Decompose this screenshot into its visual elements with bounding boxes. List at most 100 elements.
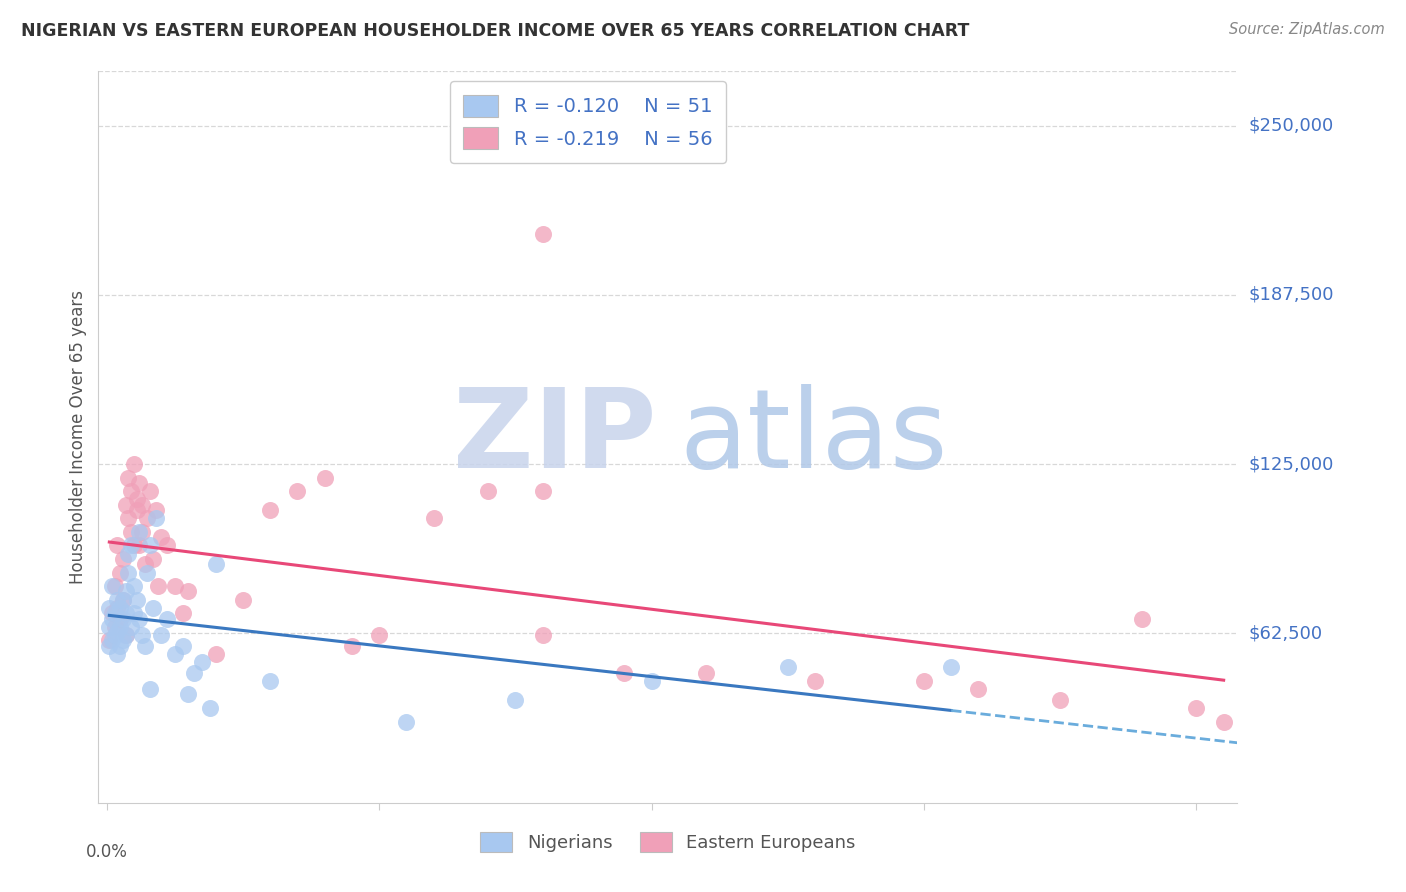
Point	[640, 673, 662, 688]
Text: $187,500: $187,500	[1249, 285, 1334, 304]
Point	[139, 681, 162, 696]
Point	[104, 628, 127, 642]
Y-axis label: Householder Income Over 65 years: Householder Income Over 65 years	[69, 290, 87, 584]
Point	[120, 620, 142, 634]
Point	[122, 579, 145, 593]
Text: $250,000: $250,000	[1249, 117, 1334, 135]
Point	[1185, 701, 1208, 715]
Point	[122, 538, 145, 552]
Text: $125,000: $125,000	[1249, 455, 1334, 473]
Point	[1212, 714, 1234, 729]
Point	[531, 628, 554, 642]
Point	[503, 693, 526, 707]
Point	[422, 511, 444, 525]
Point	[114, 606, 136, 620]
Point	[98, 639, 121, 653]
Point	[285, 484, 308, 499]
Point	[107, 625, 129, 640]
Point	[314, 471, 336, 485]
Point	[259, 503, 281, 517]
Point	[155, 611, 177, 625]
Point	[776, 660, 799, 674]
Point	[134, 558, 156, 572]
Point	[150, 530, 173, 544]
Point	[104, 620, 127, 634]
Point	[259, 673, 281, 688]
Point	[110, 620, 132, 634]
Point	[912, 673, 935, 688]
Point	[101, 606, 124, 620]
Point	[148, 579, 170, 593]
Point	[142, 552, 165, 566]
Point	[172, 639, 194, 653]
Point	[101, 579, 124, 593]
Point	[128, 524, 150, 539]
Point	[98, 633, 121, 648]
Point	[163, 579, 186, 593]
Point	[131, 524, 153, 539]
Point	[111, 633, 134, 648]
Point	[101, 611, 124, 625]
Point	[111, 592, 134, 607]
Point	[941, 660, 963, 674]
Point	[368, 628, 391, 642]
Point	[125, 503, 148, 517]
Text: atlas: atlas	[679, 384, 948, 491]
Point	[125, 592, 148, 607]
Point	[117, 511, 139, 525]
Point	[98, 600, 121, 615]
Point	[114, 628, 136, 642]
Point	[104, 579, 127, 593]
Point	[120, 524, 142, 539]
Point	[136, 511, 159, 525]
Point	[110, 611, 132, 625]
Point	[111, 552, 134, 566]
Point	[114, 628, 136, 642]
Point	[613, 665, 636, 680]
Point	[110, 639, 132, 653]
Point	[111, 592, 134, 607]
Point	[125, 492, 148, 507]
Point	[1049, 693, 1071, 707]
Point	[104, 606, 127, 620]
Point	[122, 606, 145, 620]
Point	[142, 600, 165, 615]
Point	[131, 498, 153, 512]
Point	[967, 681, 990, 696]
Point	[98, 620, 121, 634]
Point	[477, 484, 499, 499]
Point	[101, 633, 124, 648]
Legend: Nigerians, Eastern Europeans: Nigerians, Eastern Europeans	[472, 824, 863, 860]
Point	[531, 484, 554, 499]
Point	[107, 647, 129, 661]
Point	[114, 498, 136, 512]
Point	[204, 558, 226, 572]
Point	[395, 714, 418, 729]
Point	[114, 584, 136, 599]
Point	[120, 538, 142, 552]
Text: NIGERIAN VS EASTERN EUROPEAN HOUSEHOLDER INCOME OVER 65 YEARS CORRELATION CHART: NIGERIAN VS EASTERN EUROPEAN HOUSEHOLDER…	[21, 22, 970, 40]
Point	[107, 600, 129, 615]
Text: Source: ZipAtlas.com: Source: ZipAtlas.com	[1229, 22, 1385, 37]
Point	[145, 511, 167, 525]
Point	[163, 647, 186, 661]
Point	[204, 647, 226, 661]
Point	[177, 688, 200, 702]
Point	[191, 655, 214, 669]
Point	[139, 538, 162, 552]
Point	[117, 547, 139, 561]
Point	[145, 503, 167, 517]
Point	[131, 628, 153, 642]
Point	[122, 457, 145, 471]
Point	[111, 611, 134, 625]
Point	[134, 639, 156, 653]
Point	[139, 484, 162, 499]
Point	[804, 673, 827, 688]
Point	[128, 476, 150, 491]
Point	[110, 566, 132, 580]
Point	[172, 606, 194, 620]
Point	[198, 701, 221, 715]
Point	[155, 538, 177, 552]
Point	[136, 566, 159, 580]
Point	[117, 566, 139, 580]
